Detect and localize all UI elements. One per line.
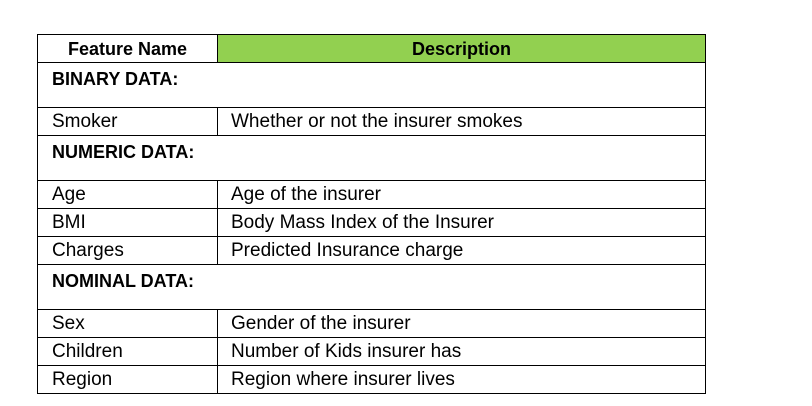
description-cell: Gender of the insurer (217, 309, 706, 338)
feature-cell: BMI (37, 208, 218, 237)
header-row: Feature Name Description (37, 34, 706, 63)
table-row: Age Age of the insurer (37, 180, 706, 209)
table-row: Charges Predicted Insurance charge (37, 236, 706, 265)
description-cell: Age of the insurer (217, 180, 706, 209)
description-cell: Body Mass Index of the Insurer (217, 208, 706, 237)
feature-cell: Charges (37, 236, 218, 265)
table-row: BMI Body Mass Index of the Insurer (37, 208, 706, 237)
table-row: Region Region where insurer lives (37, 365, 706, 394)
feature-table: Feature Name Description BINARY DATA: Sm… (37, 34, 706, 394)
feature-cell: Children (37, 337, 218, 366)
section-title: BINARY DATA: (37, 62, 706, 108)
description-cell: Predicted Insurance charge (217, 236, 706, 265)
feature-cell: Region (37, 365, 218, 394)
description-cell: Number of Kids insurer has (217, 337, 706, 366)
section-row-nominal: NOMINAL DATA: (37, 264, 706, 310)
table-row: Smoker Whether or not the insurer smokes (37, 107, 706, 136)
feature-cell: Age (37, 180, 218, 209)
feature-cell: Sex (37, 309, 218, 338)
description-cell: Region where insurer lives (217, 365, 706, 394)
table-row: Children Number of Kids insurer has (37, 337, 706, 366)
description-header: Description (217, 34, 706, 63)
section-row-numeric: NUMERIC DATA: (37, 135, 706, 181)
description-cell: Whether or not the insurer smokes (217, 107, 706, 136)
section-title: NUMERIC DATA: (37, 135, 706, 181)
table-row: Sex Gender of the insurer (37, 309, 706, 338)
feature-cell: Smoker (37, 107, 218, 136)
section-title: NOMINAL DATA: (37, 264, 706, 310)
feature-name-header: Feature Name (37, 34, 218, 63)
section-row-binary: BINARY DATA: (37, 62, 706, 108)
